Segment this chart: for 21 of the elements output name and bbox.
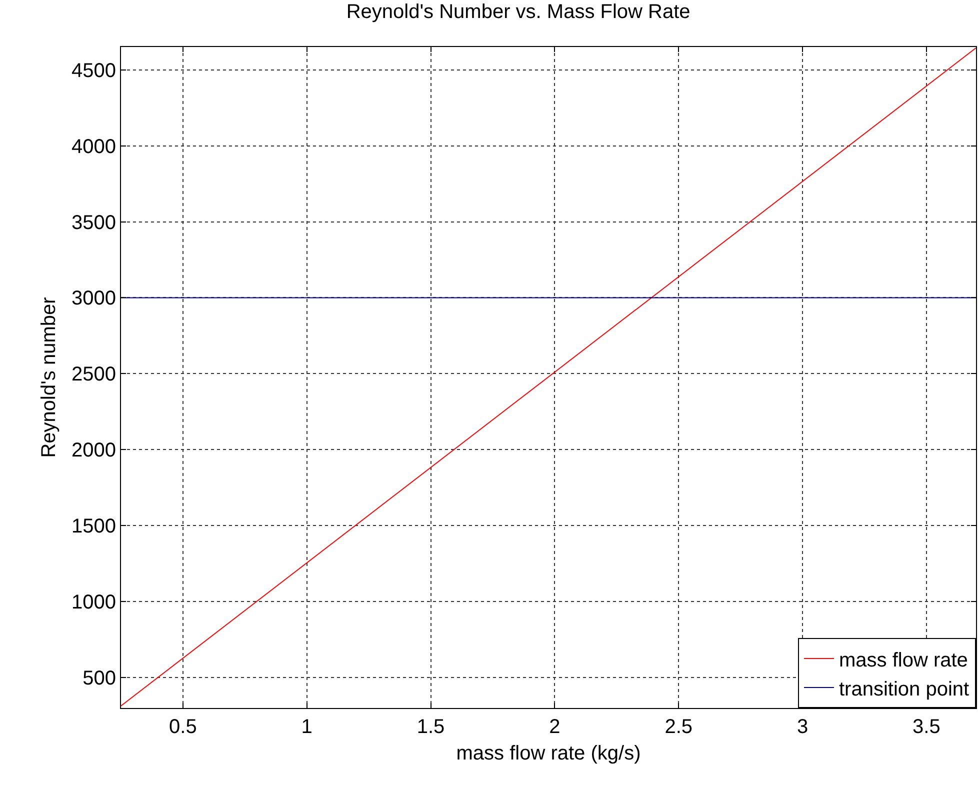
x-tick-label: 2.5 [664,716,693,738]
y-tick-label: 1000 [72,592,116,614]
x-tick-label: 3.5 [912,716,940,738]
chart-title: Reynold's Number vs. Mass Flow Rate [346,1,690,24]
y-tick-label: 500 [82,668,116,690]
x-tick-label: 3 [796,716,808,738]
legend-label: transition point [839,678,970,700]
legend-label: mass flow rate [839,649,968,672]
x-tick-label: 1.5 [416,716,445,738]
y-tick-label: 1500 [72,516,116,538]
x-tick-label: 1 [301,716,312,738]
y-tick-label: 2000 [72,440,116,462]
y-tick-label: 4000 [72,136,116,158]
x-tick-label: 0.5 [169,716,197,738]
y-tick-label: 4500 [72,60,116,82]
x-axis-title: mass flow rate (kg/s) [456,742,641,764]
y-tick-label: 3500 [72,212,116,234]
x-tick-label: 2 [549,716,560,738]
y-tick-label: 2500 [72,364,116,386]
y-axis-title: Reynold's number [38,296,60,458]
y-tick-label: 3000 [72,288,116,310]
